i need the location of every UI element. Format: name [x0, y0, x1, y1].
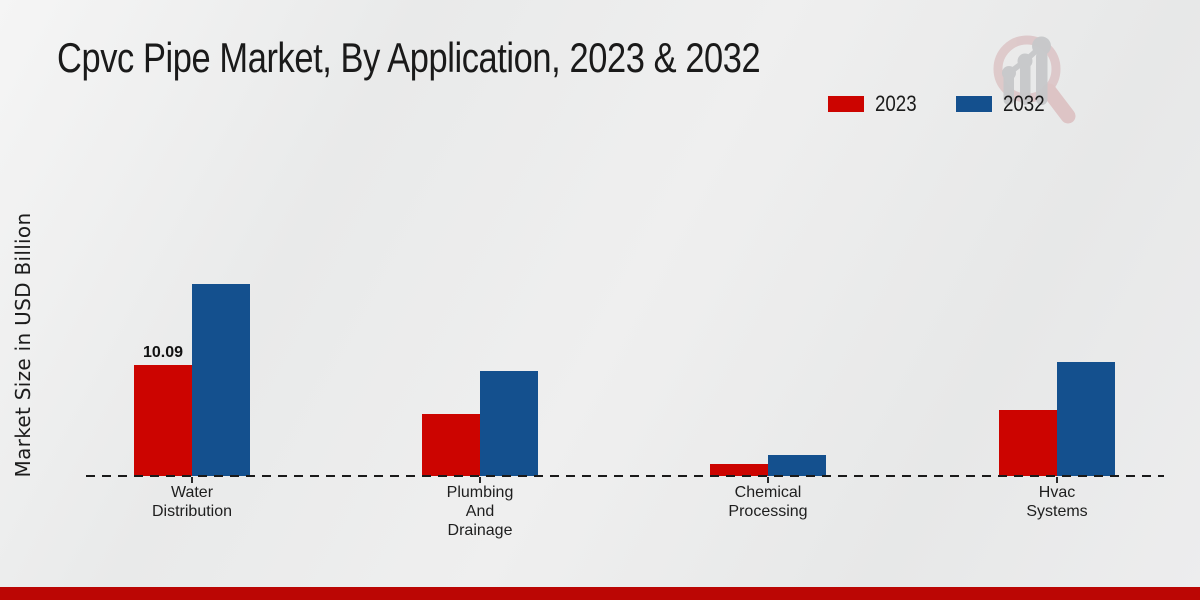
x-tick-label-line: And: [465, 503, 495, 520]
x-tick-label-line: Plumbing: [446, 484, 514, 501]
bar-2023-chemical-processing: [710, 463, 768, 476]
x-axis-tick: [767, 477, 769, 483]
data-label-2023-water-distribution: 10.09: [142, 343, 184, 361]
legend-item-2023: 2023: [828, 93, 924, 115]
x-axis-baseline: [86, 475, 1164, 477]
x-axis-tick: [479, 477, 481, 483]
legend-label: 2032: [1003, 91, 1045, 116]
bar-2032-water-distribution: [192, 283, 250, 476]
chart-title: Cpvc Pipe Market, By Application, 2023 &…: [57, 34, 761, 81]
legend-swatch-2032: [956, 96, 993, 112]
legend: 2023 2032: [828, 93, 1052, 115]
x-tick-label-line: Systems: [1026, 503, 1088, 520]
x-axis-tick: [1056, 477, 1058, 483]
bar-2023-water-distribution: [134, 364, 192, 476]
x-tick-label-hvac-systems: Hvac Systems: [967, 483, 1147, 521]
footer-bar: [0, 587, 1200, 600]
x-tick-label-chemical-processing: Chemical Processing: [678, 483, 858, 521]
x-tick-label-line: Distribution: [151, 503, 233, 520]
bar-2023-hvac-systems: [999, 409, 1057, 476]
x-tick-label-line: Drainage: [447, 522, 513, 539]
x-tick-label-line: Hvac: [1038, 484, 1076, 501]
bar-2032-hvac-systems: [1057, 361, 1115, 476]
x-tick-label-line: Chemical: [734, 484, 802, 501]
legend-item-2032: 2032: [956, 93, 1052, 115]
magnifier-bar-chart-logo: [993, 35, 1076, 124]
x-tick-label-plumbing-and-drainage: Plumbing And Drainage: [390, 483, 570, 540]
x-tick-label-water-distribution: Water Distribution: [102, 483, 282, 521]
legend-label: 2023: [875, 91, 917, 116]
bar-2032-chemical-processing: [768, 455, 826, 476]
legend-swatch-2023: [828, 96, 865, 112]
x-axis-tick: [191, 477, 193, 483]
x-tick-label-line: Water: [170, 484, 214, 501]
bar-2032-plumbing-and-drainage: [480, 371, 538, 476]
bar-2023-plumbing-and-drainage: [422, 414, 480, 476]
x-tick-label-line: Processing: [728, 503, 808, 520]
